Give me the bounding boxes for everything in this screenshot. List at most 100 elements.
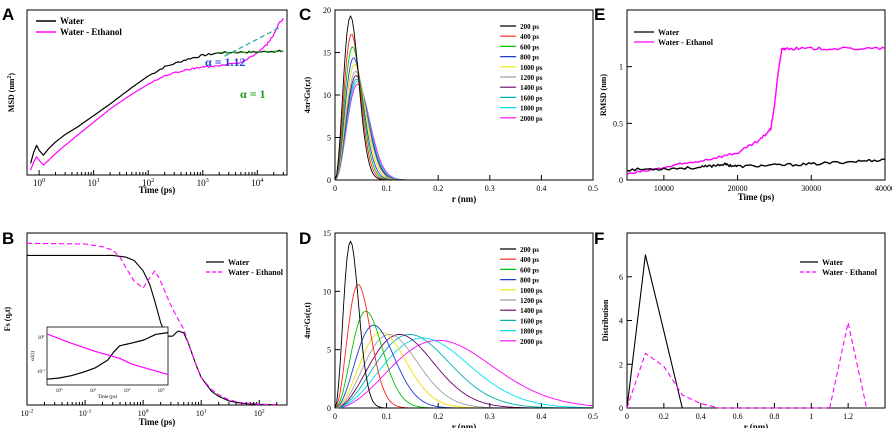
panel-f-ytick-label: 6 — [619, 273, 623, 282]
panel-c-legend-item: 1000 ps — [520, 64, 543, 72]
panel-c-ytick-label: 15 — [323, 49, 331, 58]
panel-d: D 0 0.1 0.2 0.3 0.4 0.5 0 5 10 15 r (nm) 4πr²Gs(r,t)… — [299, 229, 598, 428]
panel-c-series-800-ps — [334, 57, 593, 181]
panel-d-series-1600-ps — [334, 334, 593, 409]
panel-c-series-1400-ps — [334, 75, 593, 181]
panel-a-xlabel: Time (ps) — [139, 185, 176, 195]
panel-a-series-water-ethanol — [30, 17, 284, 171]
panel-a-xtick-label: 104 — [251, 177, 264, 188]
panel-c-series-200-ps — [334, 15, 593, 181]
panel-b-series-water-ethanol — [26, 242, 277, 406]
panel-a-annotation-alpha1: α = 1 — [240, 87, 266, 101]
panel-f-ytick-label: 0 — [619, 404, 623, 413]
panel-d-legend-item: 400 ps — [520, 256, 539, 264]
panel-e-ytick-label: 0 — [619, 176, 623, 185]
panel-b-xtick-label: 100 — [138, 408, 149, 418]
panel-d-series-1400-ps — [334, 334, 593, 409]
panel-b-inset-ytick-label: 100 — [38, 334, 45, 341]
panel-a-xtick-label: 101 — [88, 177, 100, 188]
panel-d-ylabel: 4πr²Gs(r,t) — [303, 302, 312, 339]
panel-a-legend-water-ethanol: Water - Ethanol — [60, 27, 122, 37]
panel-d-ytick-label: 0 — [327, 404, 331, 413]
panel-c-xlabel: r (nm) — [452, 194, 477, 204]
panel-a-frame — [26, 9, 288, 176]
panel-c-xtick-label: 0.3 — [485, 184, 495, 193]
panel-f-xtick-label: 1 — [809, 412, 813, 421]
panel-c-xtick-label: 0.1 — [382, 184, 392, 193]
panel-c-ylabel: 4πr²Gs(r,t) — [303, 76, 312, 113]
panel-b-inset-xtick-label: 103 — [158, 387, 165, 394]
panel-c-series-1000-ps — [334, 64, 593, 181]
panel-a-annotation-alpha112: α = 1.12 — [205, 55, 246, 69]
panel-e-legend-water: Water — [658, 28, 680, 37]
panel-d-legend-item: 1800 ps — [520, 328, 543, 336]
panel-d-ytick-label: 5 — [327, 346, 331, 355]
panel-a-label: A — [2, 5, 14, 24]
panel-a: A 100 101 102 103 104 Time (ps) MSD (nm2) WaterW… — [2, 5, 288, 195]
panel-f-ylabel: Distribution — [601, 299, 610, 341]
panel-e-xlabel: Time (ps) — [738, 192, 775, 202]
panel-b-inset-xtick-label: 102 — [124, 387, 131, 394]
panel-d-ytick-label: 10 — [323, 287, 331, 296]
panel-c-legend-item: 200 ps — [520, 23, 539, 31]
panel-b-inset: 100 101 102 103 100 10-1 Time (ps) α2(t) — [31, 326, 169, 400]
panel-d-xtick-label: 0.3 — [485, 412, 495, 421]
panel-b-inset-ylabel: α2(t) — [31, 351, 36, 361]
panel-c-legend-item: 400 ps — [520, 33, 539, 41]
panel-a-fit-alpha112 — [224, 25, 282, 57]
panel-d-legend-item: 2000 ps — [520, 338, 543, 346]
panel-c-ytick-label: 10 — [323, 91, 331, 100]
panel-f-xtick-label: 1.2 — [843, 412, 853, 421]
panel-b-xlabel: Time (ps) — [139, 417, 176, 427]
panel-e-ytick-label: 0.5 — [613, 119, 623, 128]
panel-c-legend-item: 1200 ps — [520, 74, 543, 82]
panel-d-series-2000-ps — [334, 339, 594, 409]
panel-b-inset-xtick-label: 101 — [90, 387, 97, 394]
panel-a-legend-water: Water — [60, 16, 84, 26]
panel-e-xtick-label: 20000 — [728, 184, 748, 193]
panel-c-xtick-label: 0.4 — [536, 184, 546, 193]
panel-b-inset-xtick-label: 100 — [56, 387, 63, 394]
panel-d-xtick-label: 0.1 — [382, 412, 392, 421]
panel-f-series-water — [626, 254, 683, 409]
panel-b-label: B — [2, 229, 14, 248]
panel-b-xtick-label: 10-1 — [79, 408, 92, 418]
panel-b-inset-xlabel: Time (ps) — [98, 395, 118, 400]
panel-b-inset-series-water-ethanol — [46, 333, 169, 376]
panel-a-ylabel: MSD (nm2) — [7, 73, 16, 113]
panel-b-xtick-label: 101 — [196, 408, 207, 418]
panel-e-ytick-label: 1 — [619, 63, 623, 72]
panel-d-xlabel: r (nm) — [452, 422, 477, 428]
panel-b: B 10-2 10-1 100 101 102 Time (ps) Fs (q,t) Water… — [2, 229, 288, 427]
panel-f-xtick-label: 0.4 — [696, 412, 706, 421]
panel-c-legend-item: 600 ps — [520, 43, 539, 51]
panel-d-legend-item: 600 ps — [520, 266, 539, 274]
panel-b-xtick-label: 102 — [254, 408, 265, 418]
panel-d-series-1000-ps — [334, 331, 593, 409]
panel-d-legend-item: 200 ps — [520, 246, 539, 254]
panel-c-ytick-label: 5 — [327, 134, 331, 143]
panel-b-xtick-label: 10-2 — [21, 408, 34, 418]
panel-b-series-water — [27, 254, 277, 406]
panel-b-frame — [26, 232, 288, 406]
panel-f-legend-water-ethanol: Water - Ethanol — [822, 268, 878, 277]
panel-c-label: C — [299, 5, 311, 24]
panel-c-legend-item: 1800 ps — [520, 105, 543, 113]
panel-f-series-water-ethanol — [626, 322, 868, 409]
panel-d-ytick-label: 15 — [323, 229, 331, 238]
panel-d-xtick-label: 0.5 — [588, 412, 598, 421]
panel-d-legend-item: 1400 ps — [520, 307, 543, 315]
panel-b-legend-water: Water — [228, 258, 250, 267]
panel-c-legend-item: 2000 ps — [520, 115, 543, 123]
panel-c-series-1200-ps — [334, 70, 593, 181]
panel-d-legend-item: 1600 ps — [520, 317, 543, 325]
panel-e-legend-water-ethanol: Water - Ethanol — [658, 38, 714, 47]
panel-b-inset-ytick-label: 10-1 — [37, 368, 45, 375]
panel-e-xtick-label: 10000 — [654, 184, 674, 193]
panel-c-legend-item: 800 ps — [520, 54, 539, 62]
panel-f-label: F — [594, 229, 604, 248]
panel-b-ylabel: Fs (q,t) — [3, 306, 12, 331]
panel-f-xtick-label: 0.6 — [733, 412, 743, 421]
